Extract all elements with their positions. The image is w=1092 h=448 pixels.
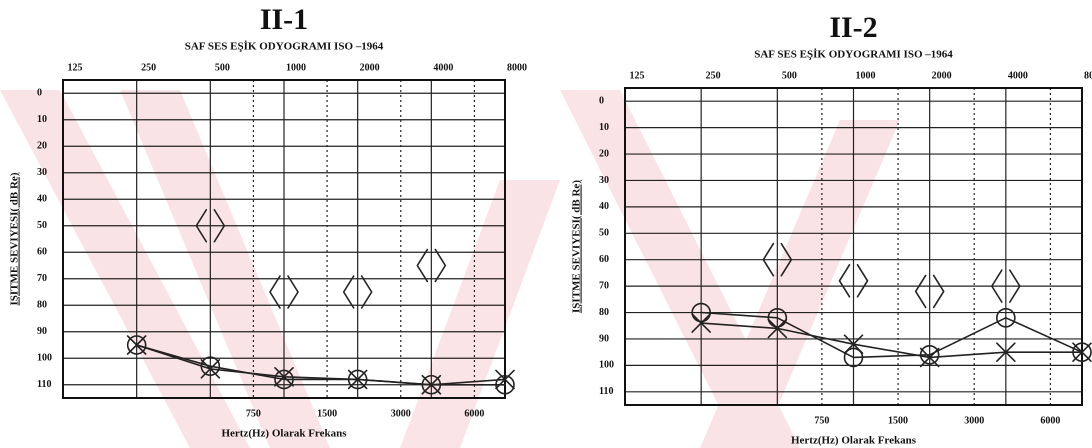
x-axis-label: Hertz(Hz) Olarak Frekans — [221, 428, 347, 440]
y-axis-label: IŞITME SEVIYESI( dB Re) — [9, 172, 21, 305]
y-tick-label: 70 — [599, 280, 609, 291]
bone-right-marker — [840, 265, 850, 297]
y-tick-label: 40 — [37, 194, 47, 205]
bone-left-marker — [858, 265, 868, 297]
y-tick-label: 80 — [37, 300, 47, 311]
y-tick-label: 30 — [37, 167, 47, 178]
x-tick-label: 1500 — [317, 408, 337, 419]
watermark — [0, 90, 900, 448]
x-tick-label: 4000 — [1008, 70, 1028, 81]
y-tick-label: 70 — [37, 273, 47, 284]
y-tick-label: 0 — [599, 96, 604, 107]
x-tick-label: 250 — [706, 70, 721, 81]
bone-right-marker — [417, 250, 427, 282]
y-tick-label: 90 — [599, 333, 609, 344]
chart-title: II-2 — [829, 11, 877, 44]
y-tick-label: 110 — [599, 386, 613, 397]
y-tick-label: 0 — [37, 88, 42, 99]
x-tick-label: 4000 — [433, 62, 453, 73]
y-tick-label: 110 — [37, 379, 51, 390]
x-tick-label: 1000 — [286, 62, 306, 73]
y-tick-label: 10 — [599, 122, 609, 133]
bone-left-marker — [288, 276, 298, 308]
bone-left-marker — [934, 275, 944, 307]
x-tick-label: 2000 — [932, 70, 952, 81]
x-axis-label: Hertz(Hz) Olarak Frekans — [791, 435, 917, 447]
x-tick-label: 750 — [814, 415, 829, 426]
x-tick-label: 6000 — [1040, 415, 1060, 426]
x-tick-label: 8000 — [507, 62, 527, 73]
x-tick-label: 500 — [782, 70, 797, 81]
y-tick-label: 90 — [37, 326, 47, 337]
chart-subtitle: SAF SES EŞİK ODYOGRAMI ISO –1964 — [754, 49, 953, 61]
y-tick-label: 100 — [599, 360, 614, 371]
y-tick-label: 40 — [599, 201, 609, 212]
x-tick-label: 3000 — [964, 415, 984, 426]
x-tick-label: 8000 — [1084, 70, 1092, 81]
bone-left-marker — [362, 276, 372, 308]
x-tick-label: 750 — [246, 408, 261, 419]
y-tick-label: 50 — [599, 228, 609, 239]
chart-title: II-1 — [260, 3, 308, 36]
x-tick-label: 500 — [215, 62, 230, 73]
y-tick-label: 20 — [37, 141, 47, 152]
x-tick-label: 125 — [630, 70, 645, 81]
y-tick-label: 100 — [37, 353, 52, 364]
bone-left-marker — [435, 250, 445, 282]
x-tick-label: 125 — [68, 62, 83, 73]
x-tick-label: 1000 — [856, 70, 876, 81]
page: II-1 SAF SES EŞİK ODYOGRAMI ISO –1964 Hert… — [0, 0, 1092, 448]
y-axis-label: IŞITME SEVIYESI( dB Re) — [571, 180, 583, 313]
y-tick-label: 80 — [599, 307, 609, 318]
y-tick-label: 20 — [599, 148, 609, 159]
bone-right-marker — [270, 276, 280, 308]
x-tick-label: 1500 — [888, 415, 908, 426]
y-tick-label: 50 — [37, 220, 47, 231]
y-tick-label: 60 — [599, 254, 609, 265]
y-tick-label: 30 — [599, 175, 609, 186]
x-tick-label: 3000 — [391, 408, 411, 419]
x-tick-label: 6000 — [464, 408, 484, 419]
x-tick-label: 250 — [141, 62, 156, 73]
y-tick-label: 60 — [37, 247, 47, 258]
bone-right-marker — [916, 275, 926, 307]
x-tick-label: 2000 — [360, 62, 380, 73]
bone-right-marker — [344, 276, 354, 308]
y-tick-label: 10 — [37, 114, 47, 125]
chart-subtitle: SAF SES EŞİK ODYOGRAMI ISO –1964 — [185, 41, 384, 53]
